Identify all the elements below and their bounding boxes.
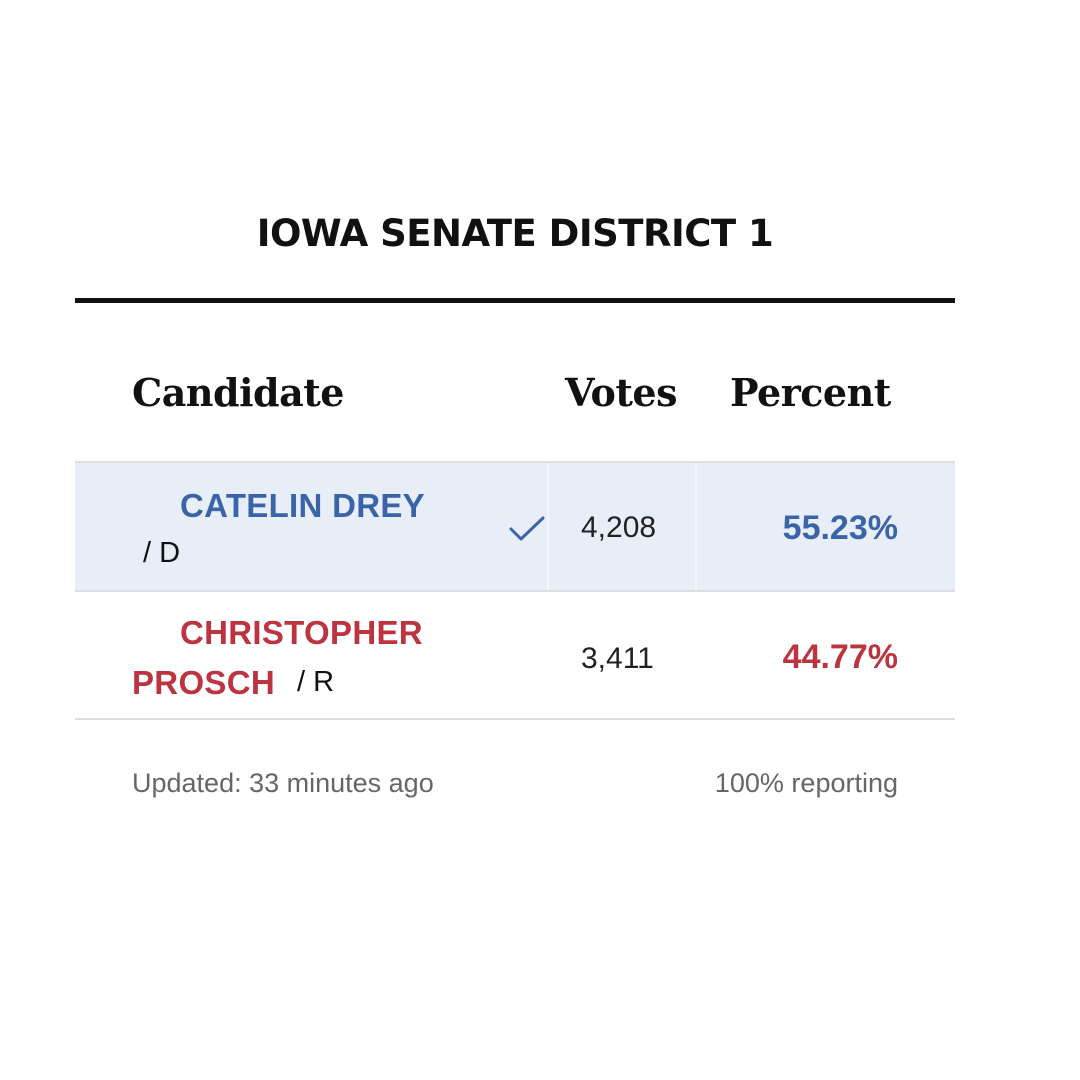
title-divider xyxy=(75,298,955,303)
column-header-votes: Votes xyxy=(565,370,677,415)
candidate-party: / R xyxy=(297,666,335,698)
column-separator xyxy=(547,463,549,591)
candidate-votes: 4,208 xyxy=(581,511,657,544)
candidate-name-line2: PROSCH xyxy=(132,664,275,701)
candidate-name: CHRISTOPHER xyxy=(180,614,423,651)
candidate-party: / D xyxy=(143,537,181,569)
column-header-candidate: Candidate xyxy=(132,370,344,415)
candidate-percent: 55.23% xyxy=(782,509,898,547)
candidate-percent: 44.77% xyxy=(782,638,898,676)
updated-timestamp: Updated: 33 minutes ago xyxy=(132,768,434,798)
results-row: CHRISTOPHER PROSCH / R 3,411 44.77% xyxy=(75,590,955,720)
checkmark-icon xyxy=(508,515,546,543)
race-title: IOWA SENATE DISTRICT 1 xyxy=(256,212,774,255)
candidate-votes: 3,411 xyxy=(581,642,654,675)
results-row-winner: CATELIN DREY / D 4,208 55.23% xyxy=(75,461,955,591)
reporting-status: 100% reporting xyxy=(714,768,898,798)
column-header-percent: Percent xyxy=(730,370,891,415)
candidate-name: CATELIN DREY xyxy=(180,487,425,524)
table-bottom-divider xyxy=(75,718,955,720)
column-separator xyxy=(695,463,697,591)
